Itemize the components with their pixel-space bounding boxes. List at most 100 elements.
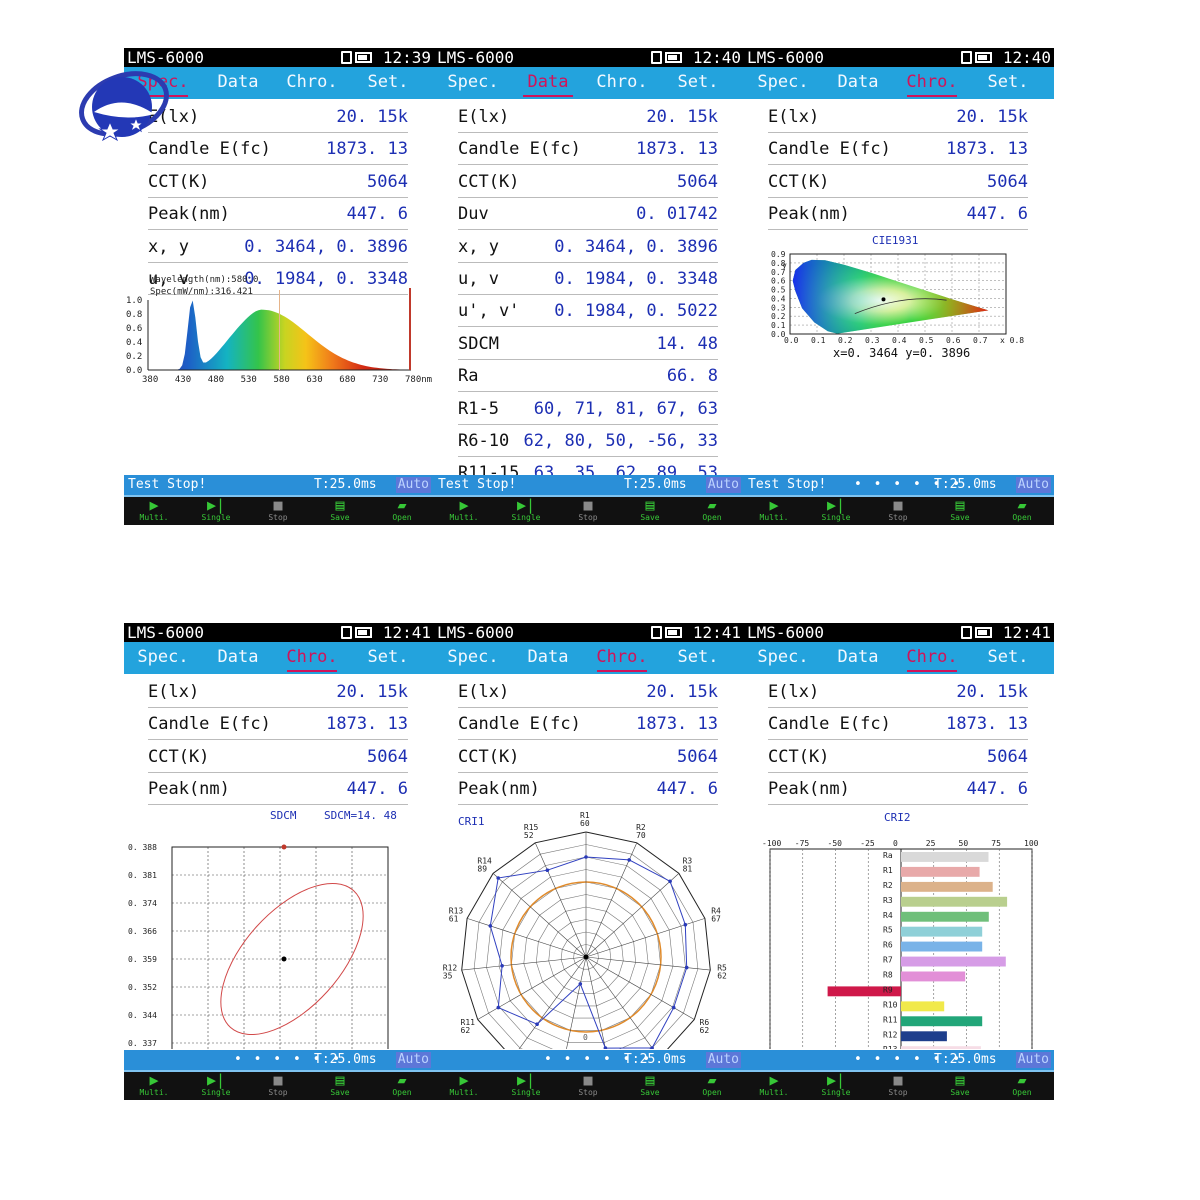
open-button[interactable]: ▰ Open	[686, 1072, 738, 1100]
y-tick-label: 0.4	[126, 338, 142, 348]
radar-spoke	[585, 956, 711, 971]
data-row: Peak(nm) 447. 6	[768, 198, 1028, 231]
tab-set[interactable]: Set.	[987, 647, 1029, 667]
multi-button[interactable]: ▶ Multi.	[748, 1072, 800, 1100]
play-icon: ▶	[149, 1071, 159, 1089]
sd-card-icon	[961, 51, 972, 64]
single-button[interactable]: ▶| Single	[500, 1072, 552, 1100]
battery-icon	[665, 52, 682, 63]
tab-bar: Spec. Data Chro. Set.	[124, 642, 434, 674]
auto-mode-badge[interactable]: Auto	[705, 1052, 741, 1068]
tab-spec[interactable]: Spec.	[447, 647, 499, 667]
single-button[interactable]: ▶| Single	[190, 1072, 242, 1100]
stop-button[interactable]: ■ Stop	[252, 1072, 304, 1100]
clock: 12:41	[1002, 623, 1051, 642]
tool-label: Stop	[578, 513, 598, 522]
x-tick-label: 0.3	[865, 336, 880, 345]
tab-data[interactable]: Data	[527, 647, 569, 667]
auto-mode-badge[interactable]: Auto	[1015, 477, 1051, 493]
cri-bar-r13	[901, 1046, 981, 1049]
folder-icon: ▰	[707, 496, 717, 514]
stop-icon: ■	[583, 1071, 593, 1089]
save-button[interactable]: ▤ Save	[934, 1072, 986, 1100]
x-tick-label: 0.0	[784, 336, 799, 345]
toolbar: ▶ Multi. ▶| Single ■ Stop ▤ Save ▰ Open	[744, 497, 1054, 525]
row-value: 20. 15k	[336, 682, 408, 702]
auto-mode-badge[interactable]: Auto	[1015, 1052, 1051, 1068]
multi-button[interactable]: ▶ Multi.	[748, 497, 800, 525]
step-icon: ▶|	[206, 496, 226, 514]
bar-label-r6: R6	[883, 941, 893, 950]
bar-label-r5: R5	[883, 926, 893, 935]
tab-data[interactable]: Data	[217, 647, 259, 667]
single-button[interactable]: ▶| Single	[500, 497, 552, 525]
tab-set[interactable]: Set.	[367, 72, 409, 92]
row-value: 1873. 13	[636, 714, 718, 735]
auto-mode-badge[interactable]: Auto	[395, 477, 431, 493]
device-screen-3: LMS-6000 12:40 Spec. Data Chro. Set. E(lx) 20. …	[744, 48, 1054, 525]
tab-spec[interactable]: Spec.	[757, 72, 809, 92]
save-button[interactable]: ▤ Save	[934, 497, 986, 525]
row-label: u, v	[458, 269, 499, 289]
single-button[interactable]: ▶| Single	[810, 1072, 862, 1100]
save-button[interactable]: ▤ Save	[624, 1072, 676, 1100]
tool-label: Save	[330, 513, 350, 522]
tab-set[interactable]: Set.	[677, 72, 719, 92]
stop-button[interactable]: ■ Stop	[872, 1072, 924, 1100]
auto-mode-badge[interactable]: Auto	[705, 477, 741, 493]
tab-set[interactable]: Set.	[677, 647, 719, 667]
tab-data[interactable]: Data	[217, 72, 259, 92]
auto-mode-badge[interactable]: Auto	[395, 1052, 431, 1068]
open-button[interactable]: ▰ Open	[996, 1072, 1048, 1100]
data-row: CCT(K) 5064	[768, 741, 1028, 773]
save-button[interactable]: ▤ Save	[624, 497, 676, 525]
tab-spec[interactable]: Spec.	[757, 647, 809, 667]
data-row: CCT(K) 5064	[458, 166, 718, 198]
chart-title: SDCM	[270, 809, 297, 822]
y-tick-label: 0.6	[771, 277, 786, 286]
tool-label: Multi.	[139, 1088, 169, 1097]
radar-value-r1: 60	[580, 819, 590, 828]
open-button[interactable]: ▰ Open	[376, 1072, 428, 1100]
single-button[interactable]: ▶| Single	[810, 497, 862, 525]
tab-data[interactable]: Data	[837, 647, 879, 667]
row-value: 447. 6	[966, 779, 1028, 800]
multi-button[interactable]: ▶ Multi.	[128, 497, 180, 525]
open-button[interactable]: ▰ Open	[376, 497, 428, 525]
open-button[interactable]: ▰ Open	[996, 497, 1048, 525]
row-label: CCT(K)	[768, 171, 830, 192]
tab-chro[interactable]: Chro.	[277, 642, 347, 674]
cri-bar-r3	[901, 896, 1008, 907]
tab-spec[interactable]: Spec.	[137, 647, 189, 667]
multi-button[interactable]: ▶ Multi.	[128, 1072, 180, 1100]
measure-status-bar: Test Stop! T:25.0ms Auto	[434, 475, 744, 497]
tab-chro[interactable]: Chro.	[897, 642, 967, 674]
multi-button[interactable]: ▶ Multi.	[438, 1072, 490, 1100]
tab-chro[interactable]: Chro.	[897, 67, 967, 99]
tab-data[interactable]: Data	[837, 72, 879, 92]
tab-spec[interactable]: Spec.	[447, 72, 499, 92]
stop-button[interactable]: ■ Stop	[562, 497, 614, 525]
tab-chro[interactable]: Chro.	[596, 72, 648, 92]
save-button[interactable]: ▤ Save	[314, 497, 366, 525]
tab-chro[interactable]: Chro.	[587, 642, 657, 674]
x-tick-label: 50	[959, 839, 969, 848]
radar-spoke	[585, 873, 680, 958]
tab-set[interactable]: Set.	[987, 72, 1029, 92]
stop-button[interactable]: ■ Stop	[872, 497, 924, 525]
row-value: 5064	[987, 746, 1028, 767]
row-label: CCT(K)	[148, 746, 210, 767]
bar-label-r11: R11	[883, 1015, 898, 1024]
stop-button[interactable]: ■ Stop	[252, 497, 304, 525]
tab-data[interactable]: Data	[513, 67, 583, 99]
stop-button[interactable]: ■ Stop	[562, 1072, 614, 1100]
open-button[interactable]: ▰ Open	[686, 497, 738, 525]
multi-button[interactable]: ▶ Multi.	[438, 497, 490, 525]
single-button[interactable]: ▶| Single	[190, 497, 242, 525]
cri-bar-r7	[901, 956, 1006, 967]
measure-status-bar: • • • • • • T:25.0ms Auto	[744, 1050, 1054, 1072]
tab-chro[interactable]: Chro.	[286, 72, 338, 92]
save-button[interactable]: ▤ Save	[314, 1072, 366, 1100]
row-label: Candle E(fc)	[768, 714, 891, 735]
tab-set[interactable]: Set.	[367, 647, 409, 667]
